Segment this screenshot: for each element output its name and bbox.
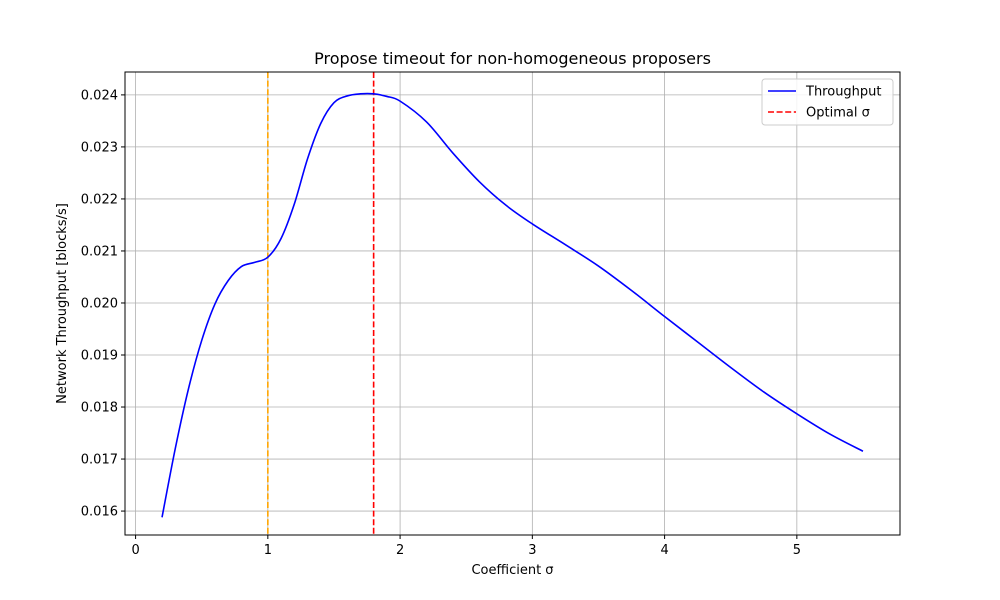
legend-label-throughput: Throughput bbox=[805, 85, 882, 100]
legend: Throughput Optimal σ bbox=[761, 78, 894, 126]
x-tick-label: 1 bbox=[264, 543, 272, 558]
y-tick-label: 0.022 bbox=[81, 192, 118, 207]
plot-area-frame bbox=[124, 71, 901, 536]
x-tick-label: 0 bbox=[131, 543, 139, 558]
chart-title: Propose timeout for non-homogeneous prop… bbox=[314, 49, 711, 68]
y-tick-label: 0.017 bbox=[81, 453, 118, 468]
series-layer bbox=[161, 92, 864, 518]
legend-label-optimal-sigma: Optimal σ bbox=[806, 106, 870, 121]
y-axis-label: Network Throughput [blocks/s] bbox=[55, 203, 70, 404]
y-tick-label: 0.021 bbox=[81, 244, 118, 259]
x-axis-label: Coefficient σ bbox=[471, 563, 553, 578]
y-tick-label: 0.020 bbox=[81, 296, 118, 311]
y-tick-label: 0.018 bbox=[81, 401, 118, 416]
grid bbox=[125, 72, 900, 535]
y-axis-ticks: 0.016 0.017 0.018 0.019 0.020 0.021 0.022 0.023… bbox=[81, 88, 125, 520]
y-tick-label: 0.019 bbox=[81, 349, 118, 364]
x-tick-label: 4 bbox=[660, 543, 668, 558]
x-tick-label: 5 bbox=[793, 543, 801, 558]
reference-lines bbox=[267, 72, 375, 535]
y-tick-label: 0.024 bbox=[81, 88, 118, 103]
series-line-throughput bbox=[161, 92, 864, 518]
y-tick-label: 0.023 bbox=[81, 140, 118, 155]
x-tick-label: 3 bbox=[528, 543, 536, 558]
x-axis-ticks: 0 1 2 3 4 5 bbox=[131, 535, 801, 558]
x-tick-label: 2 bbox=[396, 543, 404, 558]
y-tick-label: 0.016 bbox=[81, 505, 118, 520]
